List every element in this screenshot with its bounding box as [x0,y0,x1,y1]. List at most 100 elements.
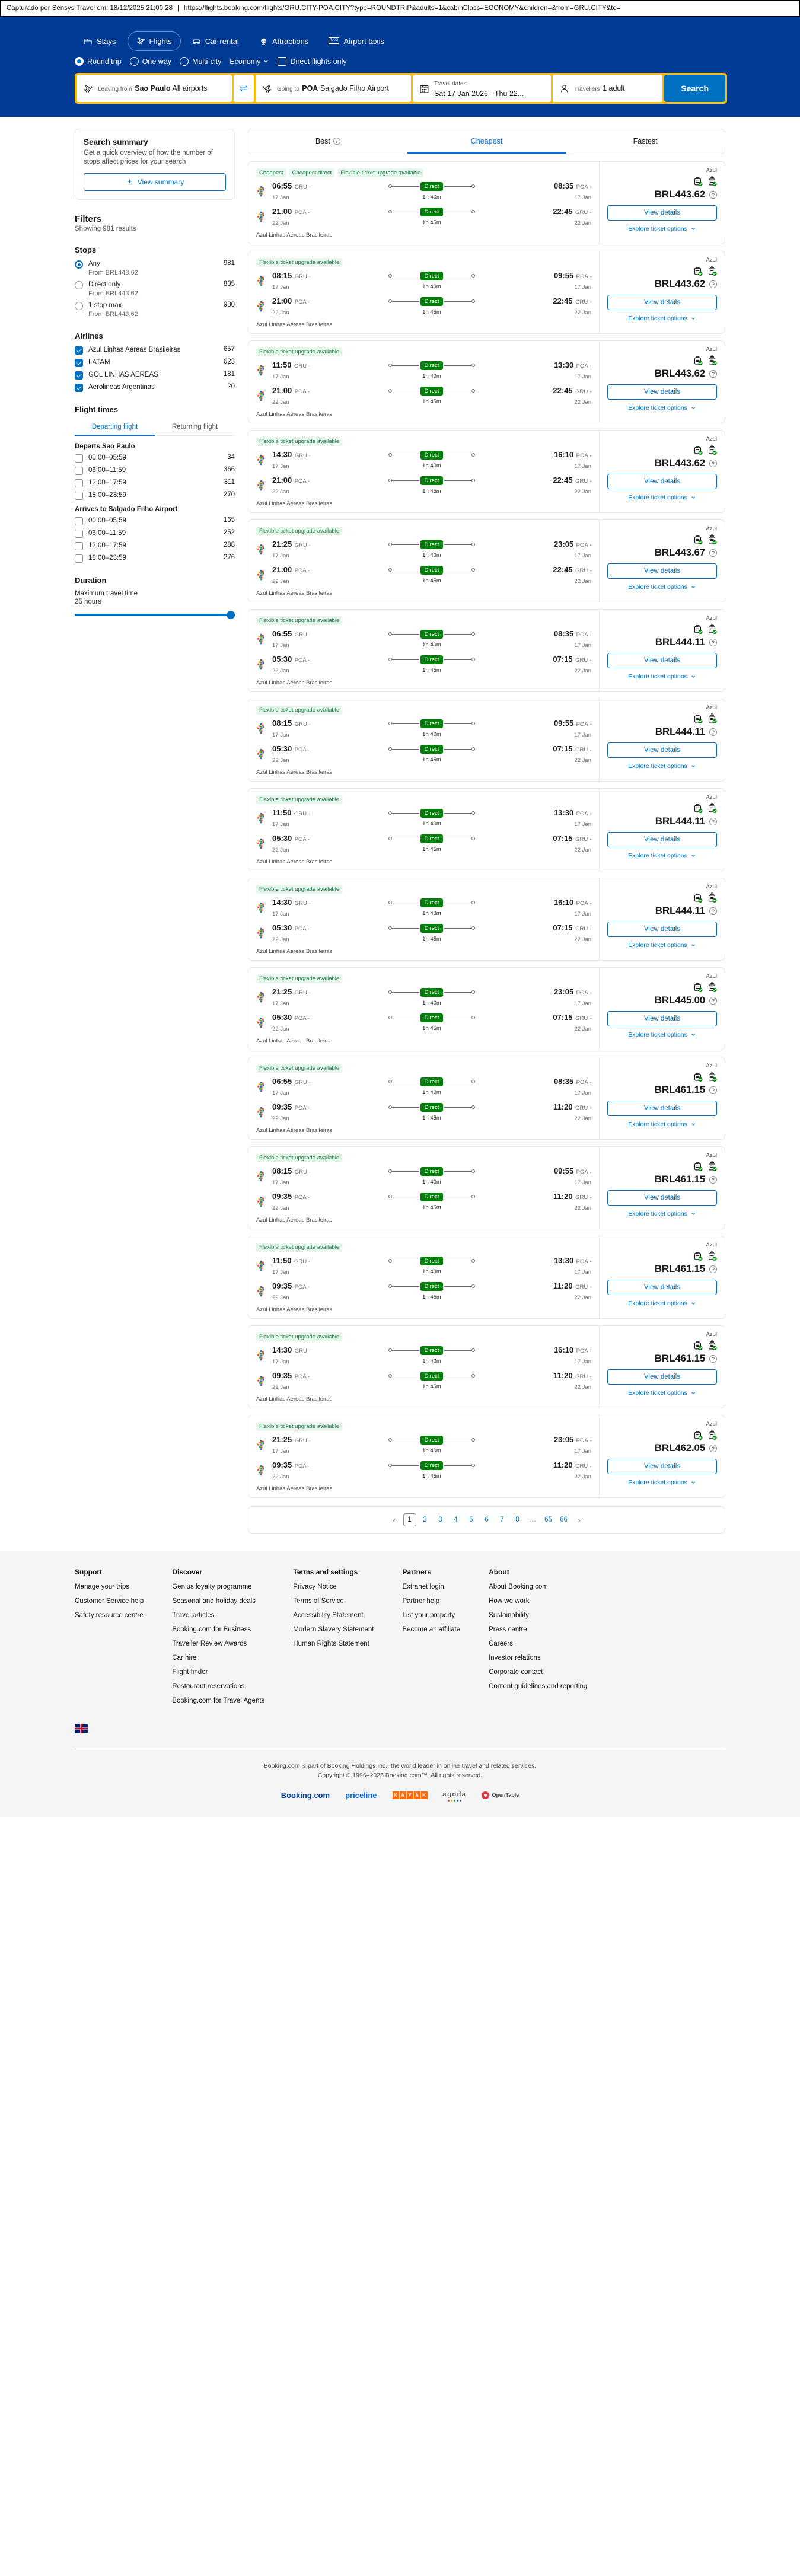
pagination-page[interactable]: 5 [469,1516,473,1523]
departs-slot-2[interactable]: 12:00–17:59 311 [75,479,235,487]
price-info-icon[interactable]: ? [709,638,717,646]
explore-ticket-options-link[interactable]: Explore ticket options [607,1479,717,1486]
airline-option-latam[interactable]: LATAM 623 [75,358,235,367]
explore-ticket-options-link[interactable]: Explore ticket options [607,1300,717,1307]
trip-option-multi-city[interactable]: Multi-city [180,57,221,66]
explore-ticket-options-link[interactable]: Explore ticket options [607,225,717,232]
flight-card[interactable]: Cheapest Cheapest direct Flexible ticket u… [248,161,725,244]
arrives-slot-1[interactable]: 06:00–11:59 252 [75,529,235,538]
view-details-button[interactable]: View details [607,1190,717,1206]
price-info-icon[interactable]: ? [709,280,717,288]
arrives-slot-2[interactable]: 12:00–17:59 288 [75,541,235,550]
price-info-icon[interactable]: ? [709,1175,717,1184]
view-summary-button[interactable]: View summary [84,173,226,191]
price-info-icon[interactable]: ? [709,369,717,378]
origin-field[interactable]: Leaving from Sao Paulo All airports [77,75,232,102]
view-details-button[interactable]: View details [607,384,717,400]
cabin-class-select[interactable]: Economy [230,58,269,66]
checkbox-direct-only[interactable] [278,57,287,66]
pagination-prev[interactable]: ‹ [393,1515,396,1525]
footer-link[interactable]: About Booking.com [489,1583,548,1590]
footer-link[interactable]: Content guidelines and reporting [489,1683,588,1690]
footer-link[interactable]: Terms of Service [293,1598,344,1605]
footer-link[interactable]: Investor relations [489,1654,541,1662]
search-button[interactable]: Search [664,75,725,102]
stops-option-direct-only[interactable]: Direct only From BRL443.62 835 [75,280,235,298]
view-details-button[interactable]: View details [607,922,717,937]
price-info-icon[interactable]: ? [709,1265,717,1273]
airline-option-aerolineas[interactable]: Aerolineas Argentinas 20 [75,383,235,392]
footer-link[interactable]: Seasonal and holiday deals [172,1598,256,1605]
checkbox-departs-slot[interactable] [75,492,83,500]
footer-link[interactable]: Partner help [402,1598,440,1605]
airline-option-gol[interactable]: GOL LINHAS AEREAS 181 [75,371,235,380]
radio-stops-one-stop-max[interactable] [75,302,83,310]
footer-link[interactable]: Press centre [489,1626,527,1633]
flight-card[interactable]: Flexible ticket upgrade available 08:15 … [248,251,725,334]
view-details-button[interactable]: View details [607,832,717,847]
checkbox-airline-latam[interactable] [75,359,83,367]
nav-item-car-rental[interactable]: Car rental [183,31,248,51]
swap-origin-destination-button[interactable] [233,75,254,102]
footer-link[interactable]: Extranet login [402,1583,444,1590]
view-details-button[interactable]: View details [607,1369,717,1385]
explore-ticket-options-link[interactable]: Explore ticket options [607,942,717,949]
radio-stops-any[interactable] [75,260,83,269]
travellers-field[interactable]: Travellers 1 adult [553,75,663,102]
flight-card[interactable]: Flexible ticket upgrade available 11:50 … [248,788,725,871]
flight-card[interactable]: Flexible ticket upgrade available 06:55 … [248,1057,725,1140]
trip-option-one-way[interactable]: One way [129,57,171,66]
flight-card[interactable]: Flexible ticket upgrade available 14:30 … [248,1325,725,1408]
explore-ticket-options-link[interactable]: Explore ticket options [607,584,717,591]
duration-slider[interactable] [75,611,235,619]
travel-dates-field[interactable]: Travel dates Sat 17 Jan 2026 - Thu 22... [412,75,552,102]
footer-link[interactable]: Traveller Review Awards [172,1640,247,1647]
checkbox-airline-aerolineas[interactable] [75,384,83,392]
price-info-icon[interactable]: ? [709,1354,717,1363]
checkbox-arrives-slot[interactable] [75,542,83,550]
checkbox-departs-slot[interactable] [75,467,83,475]
nav-item-flights[interactable]: Flights [127,31,181,51]
flight-card[interactable]: Flexible ticket upgrade available 08:15 … [248,1146,725,1229]
flight-card[interactable]: Flexible ticket upgrade available 11:50 … [248,1236,725,1319]
explore-ticket-options-link[interactable]: Explore ticket options [607,1210,717,1217]
price-info-icon[interactable]: ? [709,190,717,199]
pagination-page[interactable]: 2 [423,1516,427,1523]
nav-item-airport-taxis[interactable]: TAXI Airport taxis [320,31,393,51]
price-info-icon[interactable]: ? [709,996,717,1005]
arrives-slot-3[interactable]: 18:00–23:59 276 [75,554,235,563]
view-details-button[interactable]: View details [607,742,717,758]
flight-card[interactable]: Flexible ticket upgrade available 08:15 … [248,699,725,782]
pagination-page[interactable]: 8 [515,1516,519,1523]
footer-link[interactable]: Modern Slavery Statement [293,1626,374,1633]
footer-link[interactable]: Become an affiliate [402,1626,461,1633]
footer-link[interactable]: Careers [489,1640,513,1647]
explore-ticket-options-link[interactable]: Explore ticket options [607,1031,717,1038]
view-details-button[interactable]: View details [607,563,717,579]
footer-link[interactable]: List your property [402,1612,455,1619]
sort-tab-best[interactable]: Best i [248,129,407,154]
checkbox-departs-slot[interactable] [75,454,83,463]
checkbox-departs-slot[interactable] [75,479,83,487]
direct-flights-only-checkbox[interactable]: Direct flights only [278,57,347,66]
arrives-slot-0[interactable]: 00:00–05:59 165 [75,517,235,525]
price-info-icon[interactable]: ? [709,1444,717,1452]
explore-ticket-options-link[interactable]: Explore ticket options [607,1389,717,1397]
sort-tab-cheapest[interactable]: Cheapest [407,129,566,154]
tab-returning-flight[interactable]: Returning flight [171,423,218,431]
footer-link[interactable]: Car hire [172,1654,197,1662]
info-icon[interactable]: i [333,138,340,145]
trip-option-round-trip[interactable]: Round trip [75,57,122,66]
flight-card[interactable]: Flexible ticket upgrade available 21:25 … [248,1415,725,1498]
explore-ticket-options-link[interactable]: Explore ticket options [607,315,717,322]
view-details-button[interactable]: View details [607,295,717,310]
checkbox-arrives-slot[interactable] [75,530,83,538]
footer-link[interactable]: Accessibility Statement [293,1612,364,1619]
flight-card[interactable]: Flexible ticket upgrade available 06:55 … [248,609,725,692]
price-info-icon[interactable]: ? [709,1086,717,1094]
radio-one-way[interactable] [129,57,139,66]
footer-link[interactable]: Privacy Notice [293,1583,337,1590]
radio-round-trip[interactable] [75,57,84,66]
view-details-button[interactable]: View details [607,653,717,668]
departs-slot-1[interactable]: 06:00–11:59 366 [75,466,235,475]
